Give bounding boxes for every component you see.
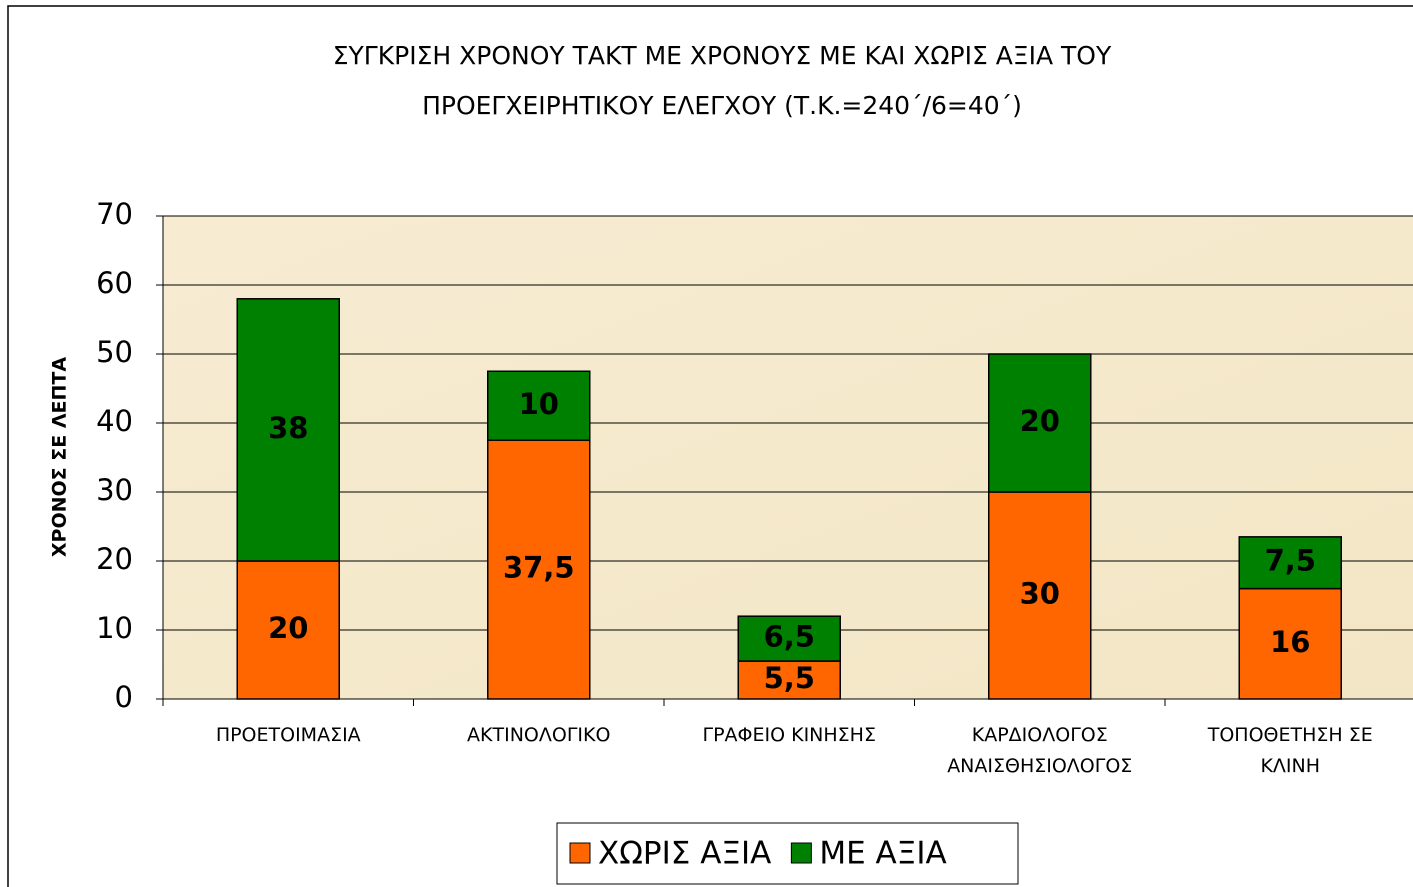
x-tick-label: ΓΡΑΦΕΙΟ ΚΙΝΗΣΗΣ [702, 724, 876, 746]
legend-swatch [790, 842, 812, 864]
bar [1238, 587, 1342, 700]
bar [1238, 536, 1342, 590]
y-axis-label: ΧΡΟΝΟΣ ΣΕ ΛΕΠΤΑ [49, 357, 71, 557]
y-tick-label: 40 [96, 404, 133, 438]
bar [988, 491, 1092, 700]
value-label: 38 [268, 411, 308, 445]
x-tick-label: ΠΡΟΕΤΟΙΜΑΣΙΑ [215, 724, 361, 746]
x-tick-label: ΑΚΤΙΝΟΛΟΓΙΚΟ [467, 724, 611, 746]
y-tick-label: 50 [96, 335, 133, 369]
value-label: 30 [1020, 577, 1060, 611]
y-tick-label: 20 [96, 542, 133, 576]
bar [236, 560, 340, 700]
y-tick-label: 30 [96, 473, 133, 507]
bar [988, 353, 1092, 493]
bar [236, 298, 340, 562]
value-label: 6,5 [764, 620, 815, 654]
legend-box [556, 822, 1019, 885]
value-label: 5,5 [764, 661, 815, 695]
value-label: 16 [1270, 625, 1310, 659]
bar [737, 615, 841, 662]
legend-swatch [569, 842, 591, 864]
bar [487, 370, 591, 441]
x-tick-label: ΤΟΠΟΘΕΤΗΣΗ ΣΕ ΚΛΙΝΗ [1207, 724, 1373, 777]
x-tick-label: ΚΑΡΔΙΟΛΟΓΟΣ ΑΝΑΙΣΘΗΣΙΟΛΟΓΟΣ [947, 724, 1133, 777]
chart-title: ΣΥΓΚΡΙΣΗ ΧΡΟΝΟΥ ΤΑΚΤ ΜΕ ΧΡΟΝΟΥΣ ΜΕ ΚΑΙ Χ… [333, 41, 1112, 120]
legend-label: ΧΩΡΙΣ ΑΞΙΑ [598, 836, 771, 872]
bar [737, 660, 841, 700]
value-label: 20 [268, 611, 308, 645]
y-tick-label: 70 [96, 197, 133, 231]
y-tick-label: 60 [96, 266, 133, 300]
value-label: 10 [519, 387, 559, 421]
legend-label: ΜΕ ΑΞΙΑ [819, 836, 946, 872]
y-tick-label: 0 [115, 680, 133, 714]
value-label: 20 [1020, 404, 1060, 438]
y-tick-label: 10 [96, 611, 133, 645]
value-label: 7,5 [1265, 544, 1316, 578]
value-label: 37,5 [503, 551, 575, 585]
